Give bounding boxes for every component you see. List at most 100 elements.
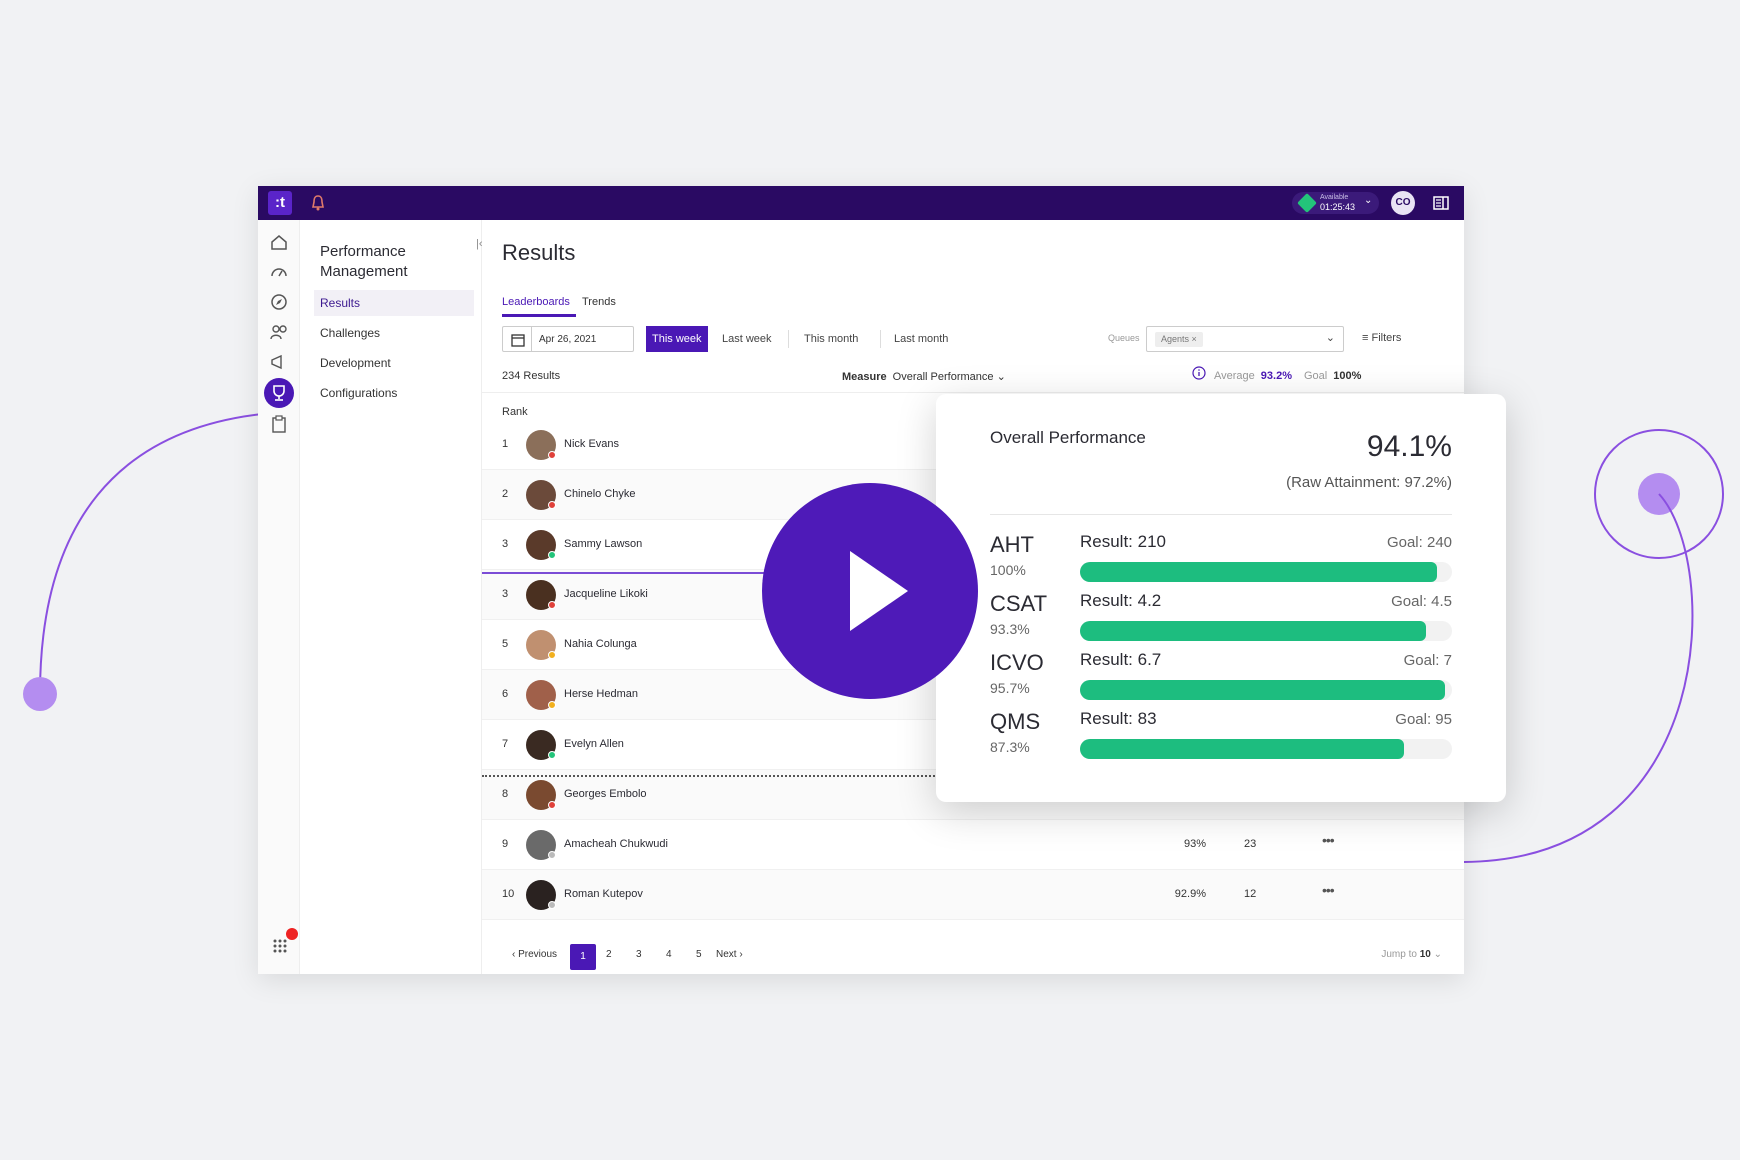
agent-name[interactable]: Jacqueline Likoki: [564, 588, 648, 600]
nav-item-challenges[interactable]: Challenges: [320, 326, 381, 340]
agent-points: 23: [1244, 838, 1257, 850]
rank-number: 10: [502, 888, 515, 900]
measure-selector[interactable]: Measure Overall Performance ⌄: [842, 370, 1006, 383]
table-row[interactable]: 10 Roman Kutepov 92.9% 12 •••: [482, 870, 1464, 920]
metric-row: AHT 100% Result: 210 Goal: 240: [990, 532, 1452, 588]
card-title: Overall Performance: [990, 428, 1146, 447]
goal-cutoff-line: [482, 775, 942, 777]
rank-number: 8: [502, 788, 509, 800]
page-title: Results: [502, 240, 576, 265]
queue-chip[interactable]: Agents ×: [1155, 332, 1203, 347]
presence-indicator: [548, 501, 556, 509]
metric-result: Result: 210: [1080, 532, 1166, 551]
tab-trends[interactable]: Trends: [582, 296, 616, 308]
nav-item-results[interactable]: Results: [314, 290, 474, 316]
average-value: 93.2%: [1260, 370, 1292, 382]
rank-number: 2: [502, 488, 509, 500]
megaphone-icon[interactable]: [269, 352, 289, 372]
user-avatar[interactable]: CO: [1391, 191, 1415, 215]
metric-progress-fill: [1080, 621, 1426, 641]
availability-status[interactable]: Available 01:25:43 ⌄: [1292, 192, 1379, 214]
agent-name[interactable]: Sammy Lawson: [564, 538, 643, 550]
page-button[interactable]: 5: [696, 949, 702, 960]
metric-progress-fill: [1080, 739, 1404, 759]
agent-name[interactable]: Nahia Colunga: [564, 638, 637, 650]
measure-value: Overall Performance: [892, 371, 994, 383]
metric-progress-track: [1080, 562, 1452, 582]
period-last-month[interactable]: Last month: [894, 333, 949, 345]
period-this-month[interactable]: This month: [804, 333, 859, 345]
status-diamond-icon: [1297, 193, 1317, 213]
chevron-down-icon: ⌄: [996, 371, 1006, 383]
presence-indicator: [548, 901, 556, 909]
page-button[interactable]: 2: [606, 949, 612, 960]
previous-page-button[interactable]: ‹ Previous: [512, 949, 558, 960]
metric-progress-fill: [1080, 680, 1445, 700]
divider: [482, 392, 1464, 393]
agent-name[interactable]: Herse Hedman: [564, 688, 638, 700]
pagination: ‹ Previous 1 2 3 4 5 Next › Jump to 10 ⌄: [482, 938, 1464, 974]
more-options-icon[interactable]: •••: [1322, 832, 1335, 848]
agent-name[interactable]: Amacheah Chukwudi: [564, 838, 668, 850]
section-title: Performance Management: [320, 243, 408, 280]
presence-indicator: [548, 701, 556, 709]
metric-percent: 87.3%: [990, 739, 1030, 755]
clipboard-icon[interactable]: [269, 414, 289, 434]
next-page-button[interactable]: Next ›: [716, 949, 743, 960]
page-button[interactable]: 3: [636, 949, 642, 960]
jump-to-select[interactable]: Jump to 10 ⌄: [1381, 949, 1442, 960]
queue-chip-label: Agents: [1161, 334, 1190, 344]
nav-item-development[interactable]: Development: [320, 356, 391, 370]
agent-name[interactable]: Evelyn Allen: [564, 738, 624, 750]
previous-label: Previous: [518, 949, 558, 960]
trophy-icon[interactable]: [264, 378, 294, 408]
apps-grid-icon[interactable]: [272, 938, 288, 954]
play-video-button[interactable]: [762, 483, 978, 699]
agent-name[interactable]: Chinelo Chyke: [564, 488, 636, 500]
agent-name[interactable]: Roman Kutepov: [564, 888, 643, 900]
queues-label: Queues: [1108, 333, 1140, 343]
collapse-icon[interactable]: |‹: [476, 238, 483, 250]
section-nav: Performance Management |‹ Results Challe…: [300, 220, 483, 974]
date-value: Apr 26, 2021: [539, 334, 597, 345]
notification-bell-icon[interactable]: [308, 193, 328, 213]
speedometer-icon[interactable]: [269, 262, 289, 282]
page-button[interactable]: 4: [666, 949, 672, 960]
presence-indicator: [548, 801, 556, 809]
tab-leaderboards[interactable]: Leaderboards: [502, 296, 570, 308]
close-icon[interactable]: ×: [1191, 334, 1197, 344]
agent-points: 12: [1244, 888, 1257, 900]
more-options-icon[interactable]: •••: [1322, 882, 1335, 898]
top-bar: :t Available 01:25:43 ⌄ CO: [258, 186, 1464, 220]
goal-label: Goal: [1303, 370, 1328, 382]
date-picker[interactable]: Apr 26, 2021: [502, 326, 634, 352]
card-raw-attainment: (Raw Attainment: 97.2%): [1286, 474, 1452, 491]
queues-select[interactable]: Agents × ⌄: [1146, 326, 1344, 352]
card-overall-value: 94.1%: [1366, 430, 1452, 463]
agent-name[interactable]: Georges Embolo: [564, 788, 647, 800]
goal-value: 100%: [1333, 370, 1362, 382]
metric-progress-track: [1080, 739, 1452, 759]
page-button[interactable]: 1: [570, 944, 596, 970]
period-this-week[interactable]: This week: [646, 326, 708, 352]
rank-column-header: Rank: [502, 406, 528, 418]
table-row[interactable]: 9 Amacheah Chukwudi 93% 23 •••: [482, 820, 1464, 870]
info-icon[interactable]: [1192, 366, 1206, 380]
metric-goal: Goal: 240: [1386, 534, 1452, 551]
next-label: Next: [716, 949, 737, 960]
app-logo[interactable]: :t: [268, 191, 292, 215]
side-panel-icon[interactable]: [1432, 194, 1450, 212]
agent-name[interactable]: Nick Evans: [564, 438, 620, 450]
people-icon[interactable]: [269, 322, 289, 342]
metric-progress-fill: [1080, 562, 1438, 582]
metric-progress-track: [1080, 621, 1452, 641]
results-count: 234 Results: [502, 370, 561, 382]
period-last-week[interactable]: Last week: [722, 333, 772, 345]
agent-score: 93%: [1183, 838, 1206, 850]
nav-item-configurations[interactable]: Configurations: [320, 386, 398, 400]
measure-label: Measure: [842, 371, 887, 383]
filter-icon: ≡: [1362, 332, 1369, 344]
home-icon[interactable]: [269, 232, 289, 252]
compass-icon[interactable]: [269, 292, 289, 312]
filters-button[interactable]: ≡ Filters: [1362, 332, 1401, 344]
